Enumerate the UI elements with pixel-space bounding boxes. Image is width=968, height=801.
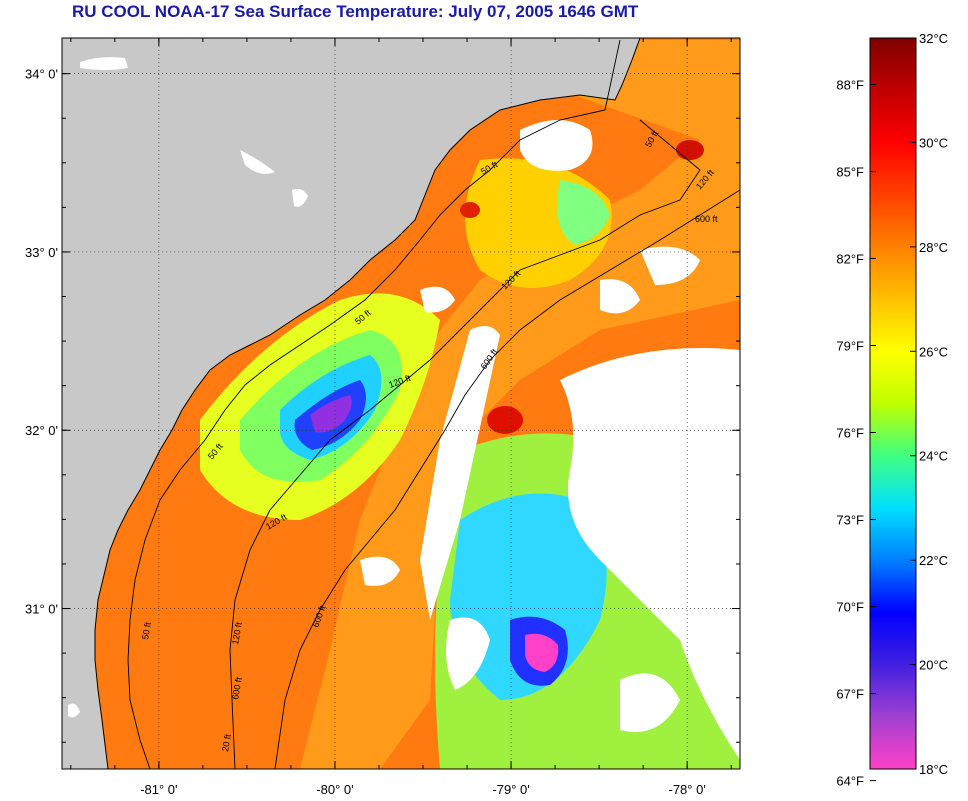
land-cloud-1 [80, 57, 128, 70]
cool-patch-violet [310, 395, 352, 433]
celsius-label: 22°C [919, 553, 948, 568]
celsius-label: 32°C [919, 31, 948, 46]
isobath-50ft [127, 39, 621, 769]
fahrenheit-label: 67°F [836, 687, 864, 702]
coastline [94, 38, 641, 769]
east-magenta-region [525, 633, 559, 672]
celsius-label: 24°C [919, 449, 948, 464]
longitude-label: -78° 0' [669, 782, 706, 797]
latitude-label: 32° 0' [25, 423, 58, 438]
fahrenheit-label: 82°F [836, 251, 864, 266]
warm-core-1 [487, 406, 523, 434]
colorbar-scale [869, 37, 917, 770]
fahrenheit-label: 64°F [836, 774, 864, 789]
isobath-120ft [229, 119, 701, 769]
latitude-label: 33° 0' [25, 245, 58, 260]
colorbar: 88°F 85°F 82°F 79°F 76°F 73°F 70°F 67°F 64°F 32°… [836, 31, 948, 789]
celsius-label: 18°C [919, 762, 948, 777]
contour-label: 600 ft [695, 214, 718, 224]
fahrenheit-label: 79°F [836, 338, 864, 353]
graticule [62, 38, 740, 769]
cloud-patch-2 [640, 246, 700, 285]
colorbar-celsius-labels: 32°C 30°C 28°C 26°C 24°C 22°C 20°C 18°C [910, 31, 948, 777]
land-mass [62, 38, 640, 769]
cloud-patch-4 [360, 556, 400, 586]
celsius-label: 20°C [919, 658, 948, 673]
fahrenheit-label: 70°F [836, 600, 864, 615]
map-title: RU COOL NOAA-17 Sea Surface Temperature:… [72, 2, 639, 21]
contour-label: 50 ft [140, 621, 153, 640]
fahrenheit-label: 85°F [836, 164, 864, 179]
latitude-label: 34° 0' [25, 67, 58, 82]
warm-core-2 [676, 140, 704, 160]
cloud-patch-1 [420, 286, 455, 313]
cloud-strip [420, 326, 500, 620]
gulf-stream-warm-band [300, 40, 740, 769]
longitude-labels: -81° 0' -80° 0' -79° 0' -78° 0' [140, 782, 706, 797]
celsius-label: 30°C [919, 135, 948, 150]
contour-label: 600 ft [230, 676, 244, 700]
celsius-label: 26°C [919, 344, 948, 359]
latitude-labels: 34° 0' 33° 0' 32° 0' 31° 0' [25, 67, 58, 617]
map-panel: 50 ft 120 ft 600 ft 50 ft 120 ft 600 ft … [25, 37, 741, 797]
cloud-patch-ne [520, 120, 593, 171]
contour-label: 20 ft [220, 733, 233, 752]
cloud-patch-5 [620, 673, 680, 732]
axis-ticks [62, 38, 740, 769]
cloud-patch-6 [446, 617, 490, 690]
isobath-600ft [274, 189, 740, 769]
land-cloud-2 [240, 150, 275, 174]
land-cloud-4 [68, 703, 80, 718]
fahrenheit-label: 88°F [836, 77, 864, 92]
contour-label: 120 ft [230, 621, 244, 645]
latitude-label: 31° 0' [25, 602, 58, 617]
land-cloud-3 [292, 188, 308, 207]
celsius-label: 28°C [919, 240, 948, 255]
longitude-label: -81° 0' [140, 782, 177, 797]
colorbar-fahrenheit-labels: 88°F 85°F 82°F 79°F 76°F 73°F 70°F 67°F 64°F [836, 77, 876, 789]
longitude-label: -79° 0' [492, 782, 529, 797]
northeast-green [557, 180, 610, 245]
fahrenheit-label: 73°F [836, 513, 864, 528]
map-frame [61, 37, 741, 770]
longitude-label: -80° 0' [316, 782, 353, 797]
warm-core-3 [460, 202, 480, 218]
fahrenheit-label: 76°F [836, 426, 864, 441]
sst-field: 50 ft 120 ft 600 ft 50 ft 120 ft 600 ft … [62, 38, 740, 769]
cloud-mass-east [560, 348, 740, 760]
cloud-patch-3 [600, 279, 640, 314]
